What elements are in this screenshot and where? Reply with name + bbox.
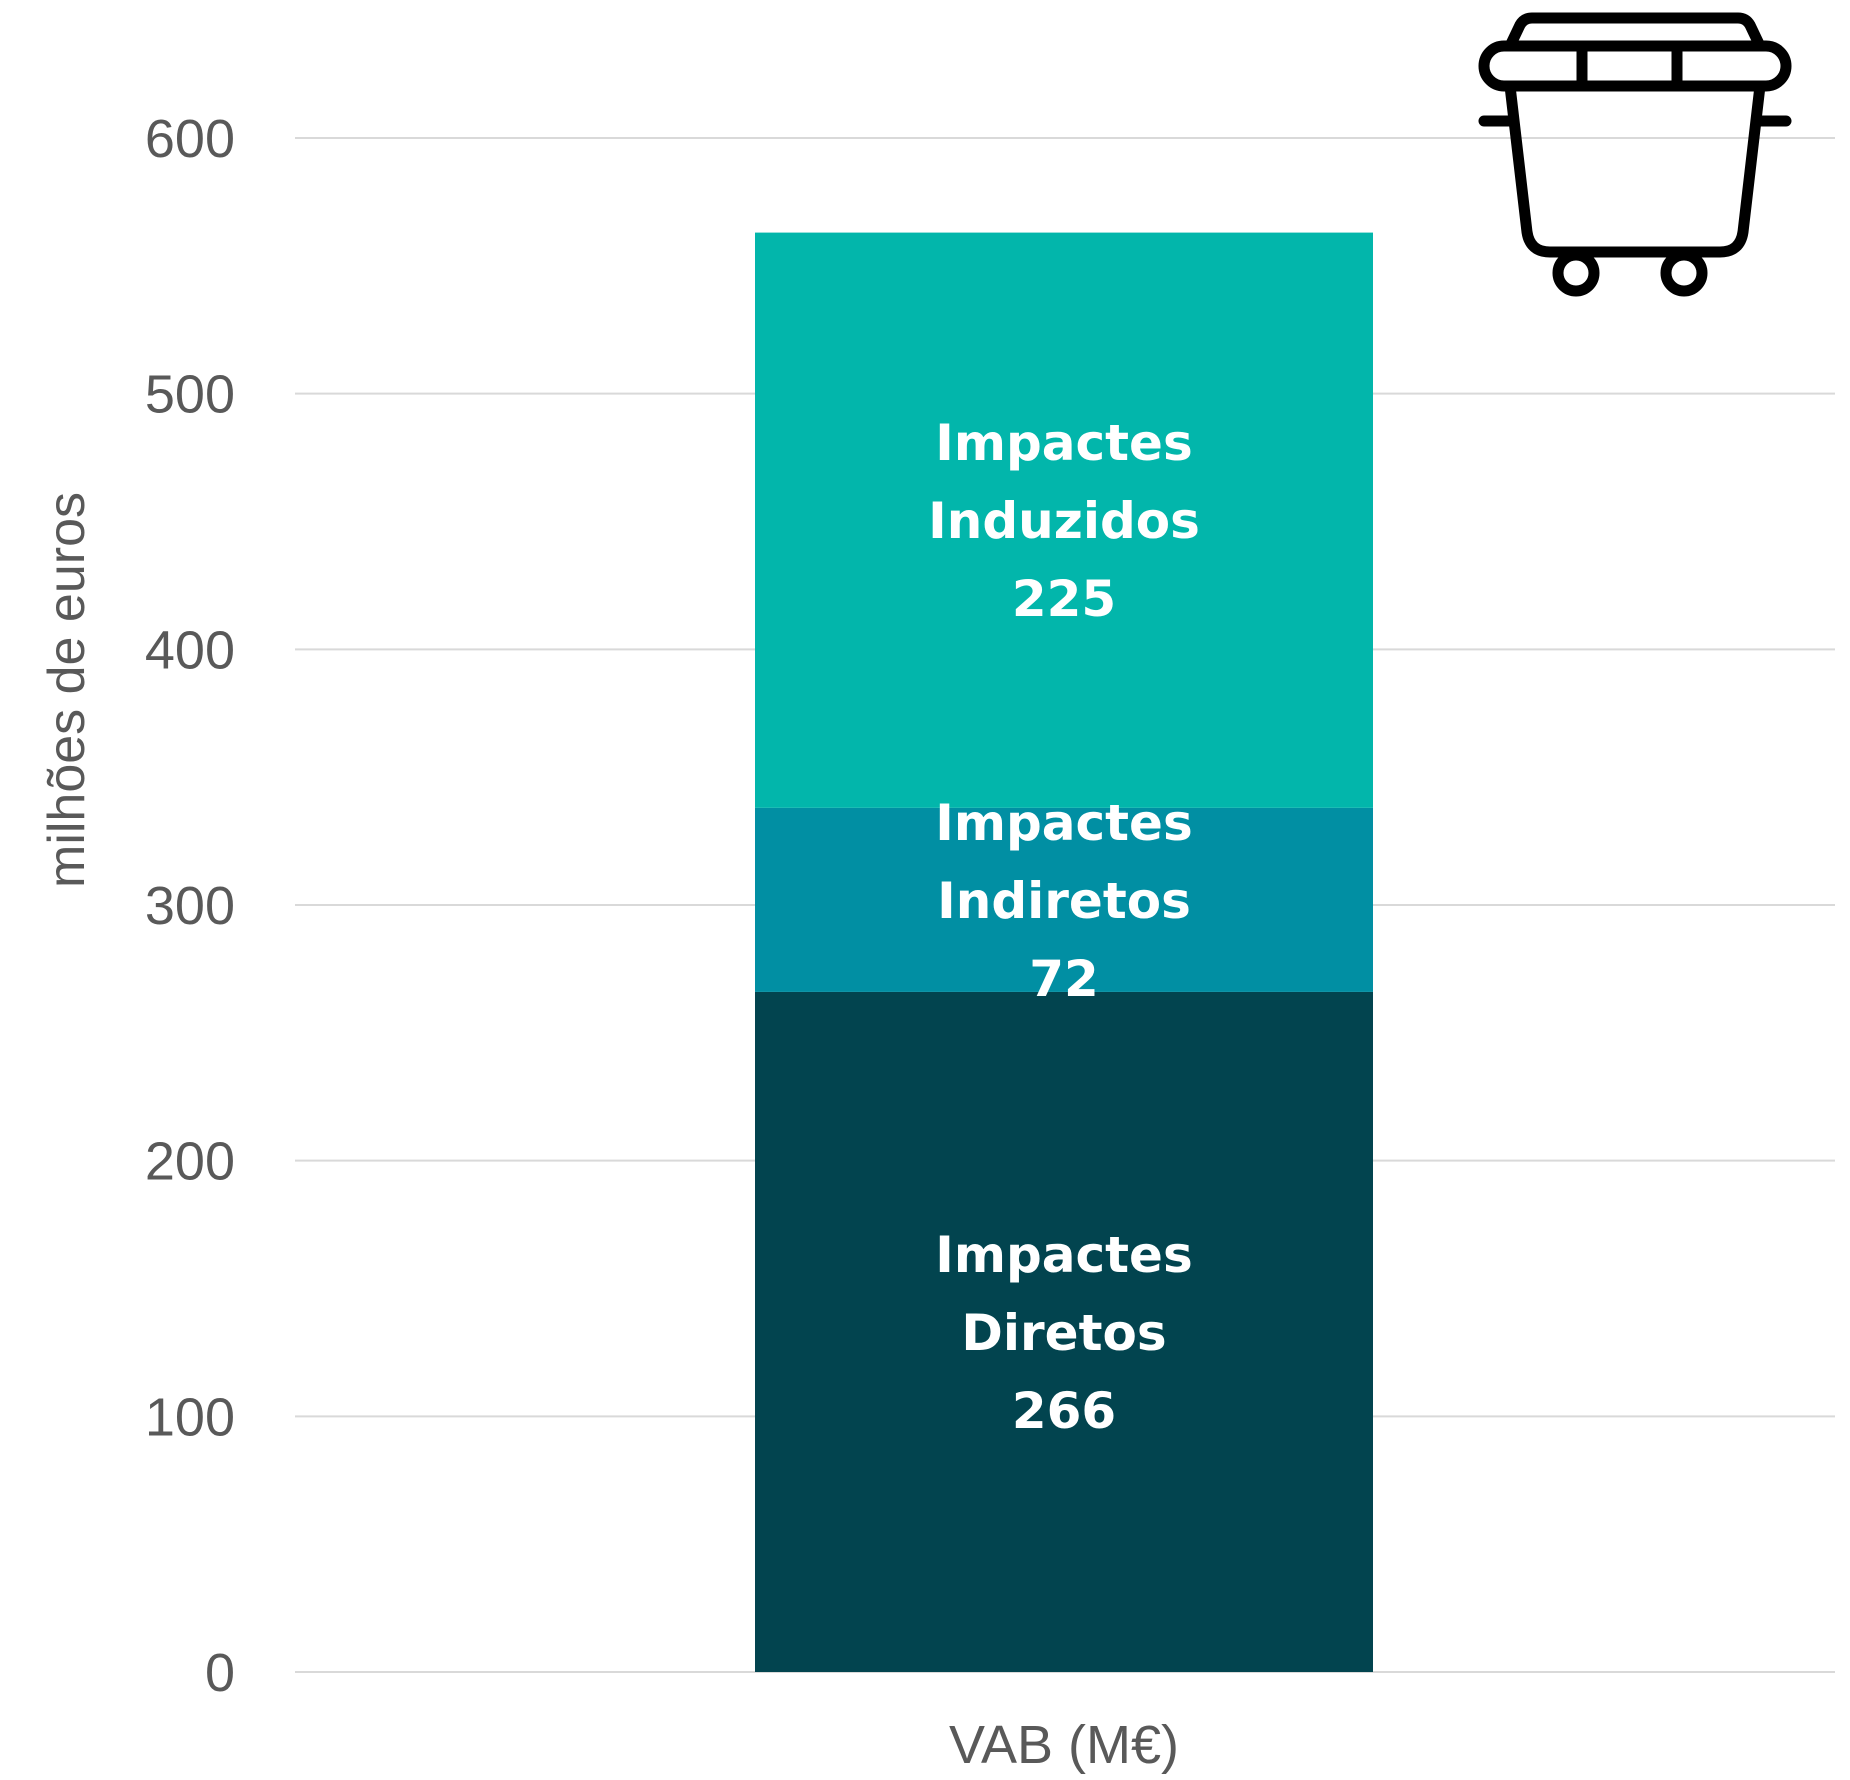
y-tick-label-100: 100 — [145, 1387, 235, 1447]
segment-label-line1-1: Impactes — [935, 794, 1192, 852]
bar-segment-1 — [755, 807, 1373, 992]
y-tick-label-300: 300 — [145, 876, 235, 936]
waste-container-icon — [1478, 12, 1792, 297]
x-tick-label-0: VAB (M€) — [949, 1715, 1179, 1775]
segment-value-label-1: 72 — [1029, 950, 1099, 1008]
y-tick-label-600: 600 — [145, 109, 235, 169]
segment-label-line2-2: Induzidos — [928, 492, 1200, 550]
segment-label-line1-2: Impactes — [935, 414, 1192, 472]
segment-value-label-2: 225 — [1012, 570, 1116, 628]
segment-label-line2-1: Indiretos — [937, 872, 1191, 930]
y-tick-label-500: 500 — [145, 365, 235, 425]
bar-segment-2 — [755, 232, 1373, 808]
y-axis-ticks: 0 100 200 300 400 500 600 — [145, 109, 235, 1703]
y-axis-title: milhões de euros — [38, 492, 96, 888]
segment-label-line2-0: Diretos — [961, 1304, 1166, 1362]
segment-value-label-0: 266 — [1012, 1382, 1116, 1440]
y-tick-label-200: 200 — [145, 1132, 235, 1192]
bar-segment-0 — [755, 991, 1373, 1672]
y-tick-label-400: 400 — [145, 620, 235, 680]
y-tick-label-0: 0 — [205, 1643, 235, 1703]
x-axis-ticks: VAB (M€) — [949, 1715, 1179, 1775]
segment-label-line1-0: Impactes — [935, 1226, 1192, 1284]
bar-segments — [755, 232, 1373, 1672]
segment-labels: Impactes Diretos 266 Impactes Indiretos 72 Imp… — [928, 414, 1200, 1440]
